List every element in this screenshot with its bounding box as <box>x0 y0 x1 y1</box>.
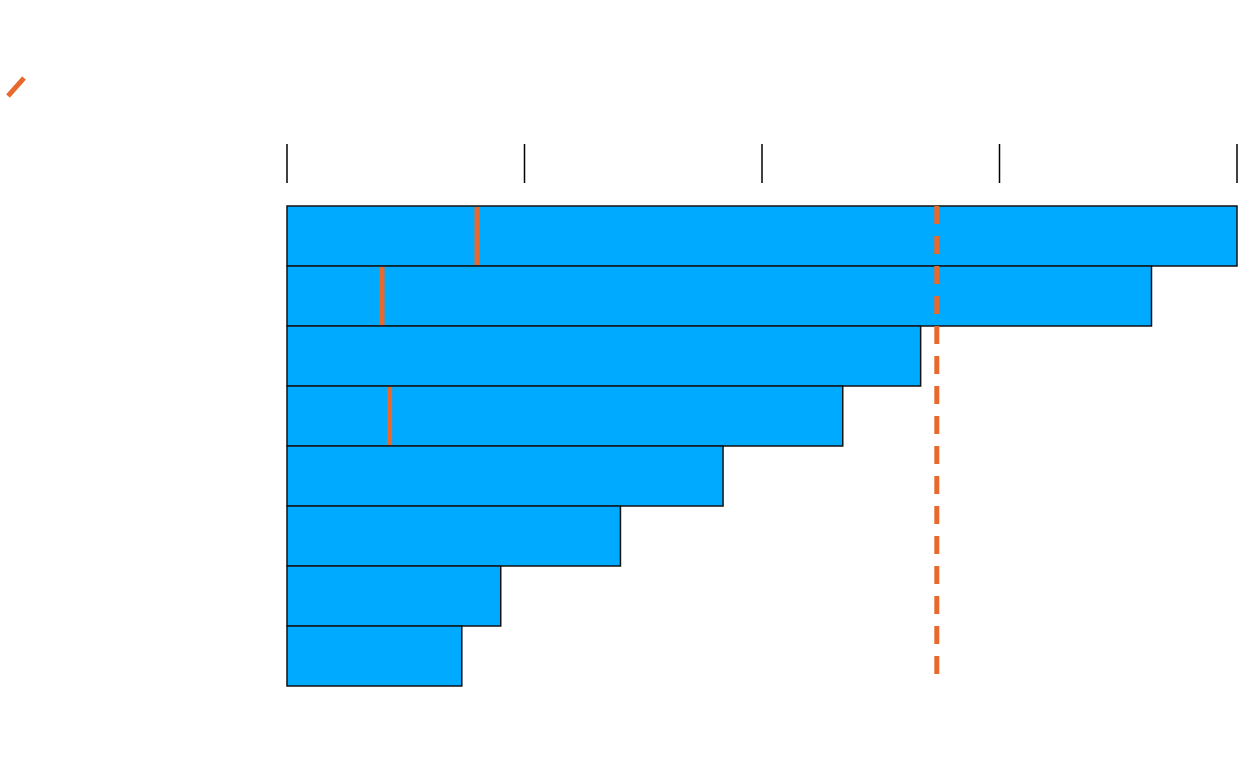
bar <box>286 565 502 627</box>
bar <box>286 325 922 387</box>
orange-slash-icon <box>6 76 26 98</box>
bar <box>286 505 622 567</box>
bar-markers <box>379 207 480 445</box>
bars <box>286 205 1238 687</box>
x-axis <box>286 144 1238 183</box>
bar <box>286 385 844 447</box>
bar <box>286 265 1153 327</box>
bar <box>286 445 724 507</box>
bar <box>286 625 463 687</box>
bar <box>286 205 1238 267</box>
